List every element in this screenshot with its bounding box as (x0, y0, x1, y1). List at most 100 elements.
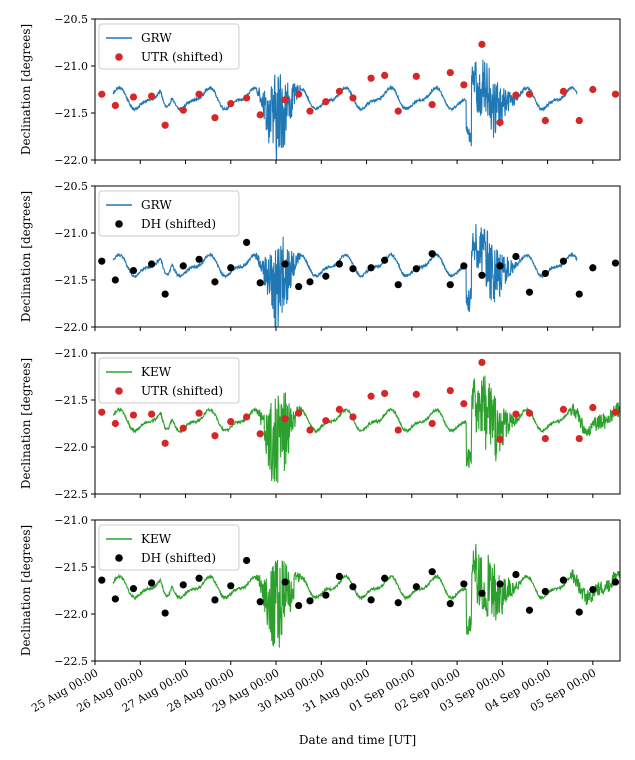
y-tick-label: −20.5 (54, 180, 88, 193)
scatter-point (367, 596, 375, 604)
y-tick-label: −21.5 (54, 561, 88, 574)
scatter-point (322, 417, 330, 425)
legend-label-scatter: DH (shifted) (141, 551, 216, 565)
scatter-point (496, 580, 504, 588)
scatter-point (161, 121, 169, 129)
scatter-point (428, 100, 436, 109)
series-line-grw (112, 223, 578, 327)
scatter-point (256, 111, 264, 119)
legend-label-scatter: UTR (shifted) (141, 50, 223, 64)
scatter-point (525, 90, 534, 98)
scatter-point (295, 90, 303, 98)
scatter-point (394, 107, 402, 115)
scatter-point (256, 598, 264, 606)
legend-label-scatter: UTR (shifted) (141, 384, 223, 398)
scatter-point (460, 580, 468, 588)
scatter-point (589, 264, 597, 272)
scatter-point (512, 91, 520, 99)
panel-4: −22.5 −22.0 −21.5 −21.0 Declination [degrees… (19, 514, 621, 668)
scatter-point (211, 278, 219, 286)
scatter-point (322, 591, 330, 599)
scatter-point (322, 98, 330, 106)
scatter-point (611, 259, 620, 267)
y-tick-label: −21.0 (54, 347, 88, 360)
y-axis-label: Declination [degrees] (19, 191, 33, 322)
scatter-point (512, 410, 520, 418)
legend-marker-swatch (115, 220, 123, 228)
scatter-point (496, 118, 504, 126)
scatter-point (129, 267, 138, 275)
scatter-point (381, 256, 389, 264)
scatter-point (478, 40, 486, 48)
y-tick-label: −22.0 (54, 321, 88, 334)
scatter-point (559, 576, 568, 584)
scatter-point (98, 257, 106, 265)
scatter-point (460, 81, 468, 89)
scatter-point (306, 107, 314, 115)
scatter-point (295, 282, 303, 291)
scatter-point (295, 409, 303, 417)
y-tick-label: −21.5 (54, 394, 88, 407)
scatter-point (349, 413, 357, 421)
scatter-point (161, 290, 169, 298)
y-tick-label: −22.0 (54, 441, 88, 454)
legend-marker-swatch (115, 387, 123, 395)
scatter-point (611, 578, 620, 586)
scatter-point (227, 100, 235, 108)
scatter-point (349, 583, 357, 591)
y-tick-label: −21.5 (54, 107, 88, 120)
panel-3: −22.5 −22.0 −21.5 −21.0 Declination [degrees… (19, 347, 621, 501)
scatter-point (589, 85, 597, 94)
scatter-point (412, 583, 420, 591)
scatter-point (256, 279, 264, 287)
scatter-point (335, 260, 343, 268)
scatter-point (147, 92, 156, 100)
scatter-point (147, 260, 156, 268)
y-tick-label: −21.0 (54, 60, 88, 73)
scatter-point (243, 94, 251, 102)
scatter-point (179, 424, 187, 432)
scatter-point (306, 426, 314, 434)
scatter-point (281, 578, 289, 586)
legend-label-line: KEW (141, 365, 172, 379)
scatter-point (179, 106, 187, 114)
scatter-point (394, 281, 402, 289)
series-line-kew (112, 543, 620, 648)
scatter-point (281, 415, 289, 423)
panel-2: −22.0 −21.5 −21.0 −20.5 Declination [degrees… (19, 180, 621, 334)
y-tick-label: −22.0 (54, 154, 88, 167)
legend-box (98, 190, 240, 237)
scatter-point (478, 358, 486, 366)
scatter-point (381, 389, 389, 398)
y-tick-label: −21.5 (54, 274, 88, 287)
scatter-point (195, 90, 203, 98)
legend-label-scatter: DH (shifted) (141, 217, 216, 231)
scatter-point (512, 252, 520, 261)
scatter-point (541, 434, 549, 443)
scatter-point (541, 587, 549, 596)
axes-frame (94, 519, 621, 662)
y-axis-label: Declination [degrees] (19, 24, 33, 155)
y-axis-label: Declination [degrees] (19, 525, 33, 656)
scatter-point (460, 400, 468, 408)
scatter-point (575, 290, 583, 298)
scatter-point (111, 276, 119, 284)
y-tick-label: −20.5 (54, 13, 88, 26)
scatter-point (129, 585, 138, 593)
scatter-point (211, 114, 219, 122)
scatter-point (129, 411, 138, 419)
scatter-point (559, 257, 568, 265)
scatter-point (589, 585, 597, 594)
scatter-point (394, 599, 402, 607)
scatter-point (98, 408, 106, 416)
series-line-grw (112, 59, 578, 160)
scatter-point (446, 600, 454, 608)
axes-frame (94, 185, 621, 328)
axes-frame (94, 18, 621, 161)
scatter-point (589, 403, 597, 412)
scatter-point (428, 250, 436, 258)
scatter-point (256, 430, 264, 438)
scatter-point (496, 435, 504, 444)
scatter-point (281, 260, 289, 268)
scatter-point (195, 574, 203, 582)
